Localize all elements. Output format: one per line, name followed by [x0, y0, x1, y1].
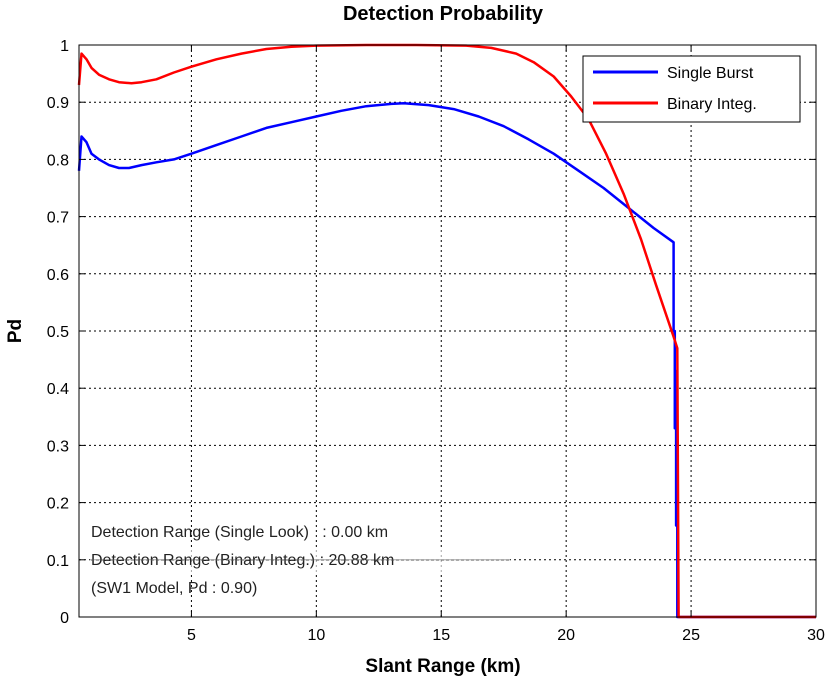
x-tick-label: 15	[432, 627, 450, 644]
range-annotations: Detection Range (Single Look) : 0.00 km …	[90, 524, 510, 597]
x-tick-label: 25	[682, 627, 700, 644]
y-axis-label: Pd	[5, 319, 26, 343]
legend-label-binary-integ: Binary Integ.	[667, 96, 757, 113]
x-tick-label: 30	[807, 627, 825, 644]
annotation-line-3: (SW1 Model, Pd : 0.90)	[91, 580, 257, 597]
chart-title: Detection Probability	[343, 3, 544, 25]
legend-label-single-burst: Single Burst	[667, 65, 754, 82]
x-axis-label: Slant Range (km)	[365, 656, 520, 677]
legend-box	[582, 55, 801, 123]
axis-ticks: 5 10 15 20 25 30 0 0.1 0.2 0.3 0.4 0.5 0.6 0.7 0.8 0.9 1	[47, 38, 825, 644]
y-tick-label: 0.2	[47, 496, 69, 513]
y-tick-label: 0.9	[47, 95, 69, 112]
annotation-line-1: Detection Range (Single Look) : 0.00 km	[91, 524, 388, 541]
y-tick-label: 0.4	[47, 381, 69, 398]
y-tick-label: 0.5	[47, 324, 69, 341]
x-tick-label: 5	[187, 627, 196, 644]
x-tick-label: 10	[307, 627, 325, 644]
y-tick-label: 0.6	[47, 267, 69, 284]
y-tick-label: 0	[60, 610, 69, 627]
grid-lines	[79, 45, 816, 617]
y-tick-label: 0.8	[47, 152, 69, 169]
annotation-strike-bg	[90, 548, 510, 572]
y-tick-label: 0.7	[47, 210, 69, 227]
series-line-single-burst	[77, 102, 816, 619]
x-tick-label: 20	[557, 627, 575, 644]
y-tick-label: 0.1	[47, 553, 69, 570]
legend: Single Burst Binary Integ.	[582, 55, 801, 123]
y-tick-label: 1	[60, 38, 69, 55]
y-tick-label: 0.3	[47, 438, 69, 455]
